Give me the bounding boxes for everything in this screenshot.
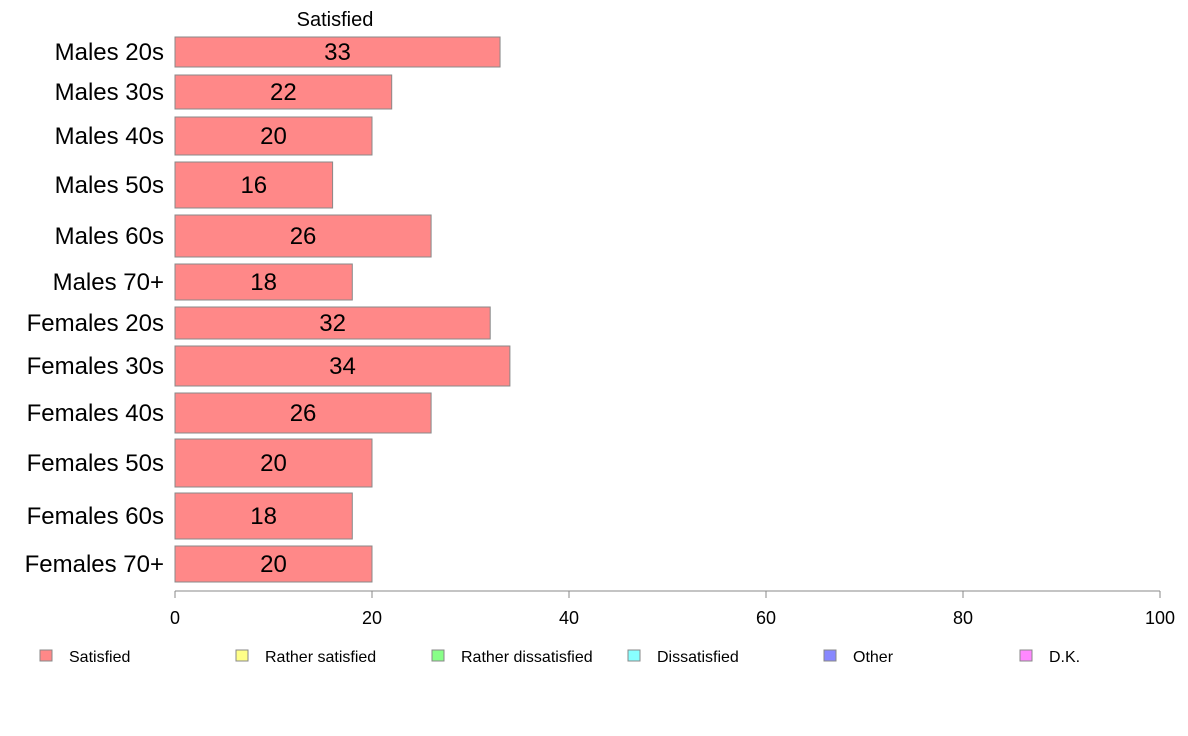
legend-label: D.K. — [1049, 649, 1080, 666]
column-title: Satisfied — [297, 9, 374, 31]
data-label: 20 — [260, 551, 287, 578]
category-label: Males 20s — [55, 39, 164, 66]
bar — [174, 214, 432, 258]
legend-label: Rather satisfied — [265, 649, 376, 666]
bar — [174, 263, 353, 301]
legend: Satisfied Rather satisfied Rather dissatis… — [39, 649, 1080, 666]
category-label: Females 50s — [27, 450, 164, 477]
bar — [174, 116, 373, 156]
category-label: Females 40s — [27, 400, 164, 427]
legend-label: Rather dissatisfied — [461, 649, 593, 666]
data-label: 26 — [290, 400, 317, 427]
data-label: 18 — [250, 269, 277, 296]
category-label: Females 30s — [27, 353, 164, 380]
bar — [174, 492, 353, 540]
x-tick-label: 0 — [170, 608, 180, 628]
bar — [174, 36, 501, 68]
category-label: Males 30s — [55, 79, 164, 106]
category-label: Males 70+ — [53, 269, 164, 296]
x-tick-label: 40 — [559, 608, 579, 628]
category-label: Females 20s — [27, 310, 164, 337]
category-label: Females 60s — [27, 503, 164, 530]
legend-swatch — [39, 649, 53, 662]
data-label: 22 — [270, 79, 297, 106]
legend-label: Dissatisfied — [657, 649, 739, 666]
data-label: 18 — [250, 503, 277, 530]
x-tick-label: 100 — [1145, 608, 1175, 628]
data-label: 34 — [329, 353, 356, 380]
x-tick-label: 60 — [756, 608, 776, 628]
bar — [174, 161, 334, 209]
legend-swatch — [1019, 649, 1033, 662]
bar — [174, 345, 511, 387]
data-label: 26 — [290, 223, 317, 250]
bar — [174, 306, 491, 340]
legend-label: Satisfied — [69, 649, 130, 666]
category-label: Males 40s — [55, 123, 164, 150]
bars: Males 20s 33 Males 30s 22 Males 40s 20 Males 5… — [25, 36, 511, 583]
data-label: 20 — [260, 450, 287, 477]
category-label: Males 50s — [55, 172, 164, 199]
legend-swatch — [823, 649, 837, 662]
data-label: 33 — [324, 39, 351, 66]
legend-swatch — [235, 649, 249, 662]
category-label: Males 60s — [55, 223, 164, 250]
bar — [174, 74, 393, 110]
legend-label: Other — [853, 649, 894, 666]
x-tick-label: 20 — [362, 608, 382, 628]
bar — [174, 438, 373, 488]
data-label: 16 — [240, 172, 267, 199]
bar — [174, 545, 373, 583]
data-label: 20 — [260, 123, 287, 150]
x-tick-label: 80 — [953, 608, 973, 628]
data-label: 32 — [319, 310, 346, 337]
x-axis: 0 20 40 60 80 100 — [170, 590, 1175, 628]
legend-swatch — [627, 649, 641, 662]
legend-swatch — [431, 649, 445, 662]
category-label: Females 70+ — [25, 551, 164, 578]
bar — [174, 392, 432, 434]
